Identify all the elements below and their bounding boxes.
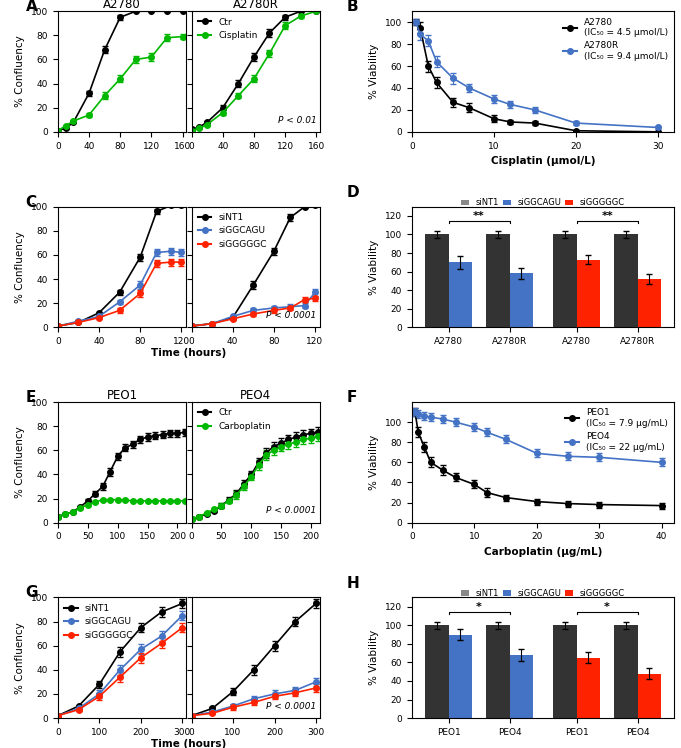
Title: PEO1: PEO1 [107,389,138,402]
Y-axis label: % Confluency: % Confluency [16,36,25,108]
Bar [486,234,509,328]
Legend: siNT1, siGGCAGU, siGGGGGC: siNT1, siGGCAGU, siGGGGGC [196,211,269,251]
Text: B: B [347,0,358,14]
X-axis label: Cisplatin (μmol/L): Cisplatin (μmol/L) [491,156,595,166]
Y-axis label: % Viability: % Viability [369,435,379,490]
Bar [577,657,600,718]
Bar [614,234,637,328]
Bar [426,234,449,328]
Bar [614,625,637,718]
Legend: Ctr, Cisplatin: Ctr, Cisplatin [196,16,260,42]
Bar [509,274,533,328]
Text: **: ** [473,211,485,221]
X-axis label: Carboplatin (μg/mL): Carboplatin (μg/mL) [484,547,602,557]
Bar [509,655,533,718]
Text: *: * [476,602,482,612]
Bar [554,625,577,718]
Legend: A2780
(IC₅₀ = 4.5 μmol/L), A2780R
(IC₅₀ = 9.4 μmol/L): A2780 (IC₅₀ = 4.5 μmol/L), A2780R (IC₅₀ … [561,16,669,63]
Text: E: E [26,390,36,405]
Text: Time (hours): Time (hours) [151,739,227,748]
Text: P < 0.0001: P < 0.0001 [266,702,316,711]
Text: P < 0.0001: P < 0.0001 [266,506,316,515]
Bar [554,234,577,328]
Text: A: A [26,0,37,14]
Y-axis label: % Confluency: % Confluency [16,231,25,303]
Title: A2780R: A2780R [233,0,279,11]
Legend: siNT1, siGGCAGU, siGGGGGC: siNT1, siGGCAGU, siGGGGGC [458,195,628,211]
Bar [449,263,472,328]
Bar [637,279,661,328]
Text: H: H [347,576,359,591]
Legend: siNT1, siGGCAGU, siGGGGGC: siNT1, siGGCAGU, siGGGGGC [63,602,136,642]
Bar [637,673,661,718]
Legend: PEO1
(IC₅₀ = 7.9 μg/mL), PEO4
(IC₅₀ = 22 μg/mL): PEO1 (IC₅₀ = 7.9 μg/mL), PEO4 (IC₅₀ = 22… [563,407,669,453]
Bar [486,625,509,718]
Title: A2780: A2780 [104,0,141,11]
Legend: siNT1, siGGCAGU, siGGGGGC: siNT1, siGGCAGU, siGGGGGC [458,586,628,601]
Title: PEO4: PEO4 [240,389,272,402]
Bar [577,260,600,328]
Text: P < 0.01: P < 0.01 [278,116,316,125]
Y-axis label: % Viability: % Viability [369,44,379,99]
Text: P < 0.0001: P < 0.0001 [266,311,316,320]
Y-axis label: % Confluency: % Confluency [16,426,25,498]
Bar [449,634,472,718]
Text: *: * [604,602,610,612]
Y-axis label: % Confluency: % Confluency [16,622,25,693]
Text: C: C [26,194,37,209]
Bar [426,625,449,718]
Text: F: F [347,390,357,405]
Legend: Ctr, Carboplatin: Ctr, Carboplatin [196,407,273,432]
Y-axis label: % Viability: % Viability [369,239,379,295]
Text: G: G [26,586,38,601]
Text: **: ** [601,211,613,221]
Text: Time (hours): Time (hours) [151,349,227,358]
Text: D: D [347,185,359,200]
Y-axis label: % Viability: % Viability [369,630,379,685]
